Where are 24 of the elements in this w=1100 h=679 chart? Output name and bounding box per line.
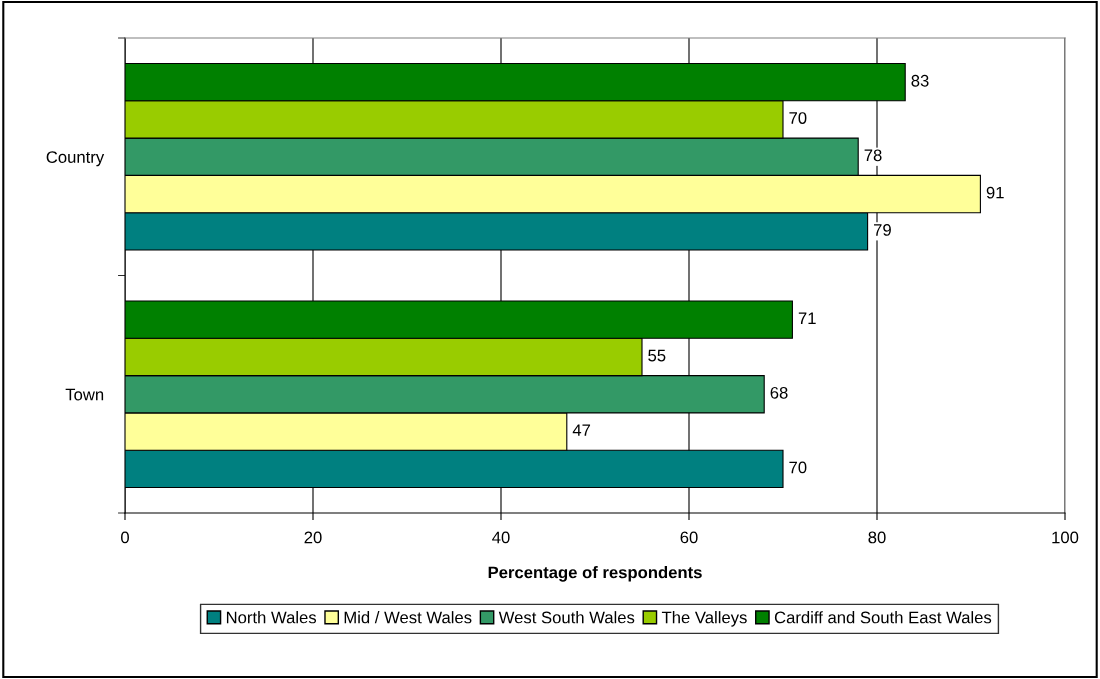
data-label: 70: [789, 112, 807, 124]
legend-label: Cardiff and South East Wales: [774, 611, 992, 624]
legend-label: The Valleys: [661, 611, 747, 627]
data-label: 71: [798, 312, 816, 324]
x-tick-label: 80: [868, 531, 886, 544]
x-tick-label: 100: [1052, 531, 1079, 544]
x-tick-label: 20: [304, 531, 322, 544]
data-label: 47: [572, 424, 591, 436]
x-tick-label: 0: [121, 531, 129, 544]
data-label: 78: [864, 149, 882, 162]
y-tick-label: Town: [65, 388, 104, 401]
data-label: 68: [770, 386, 788, 399]
y-tick-label: Country: [46, 151, 105, 167]
data-label: 83: [911, 74, 929, 87]
data-label: 70: [789, 461, 807, 474]
data-label: 55: [648, 349, 666, 362]
data-label: 91: [986, 186, 1004, 199]
legend-label: Mid / West Wales: [344, 611, 472, 624]
data-label: 79: [874, 224, 891, 236]
legend-label: North Wales: [226, 611, 317, 624]
x-axis-title: Percentage of respondents: [488, 566, 702, 582]
legend-label: West South Wales: [498, 611, 635, 624]
x-tick-label: 40: [492, 531, 510, 544]
x-tick-label: 60: [680, 531, 698, 544]
